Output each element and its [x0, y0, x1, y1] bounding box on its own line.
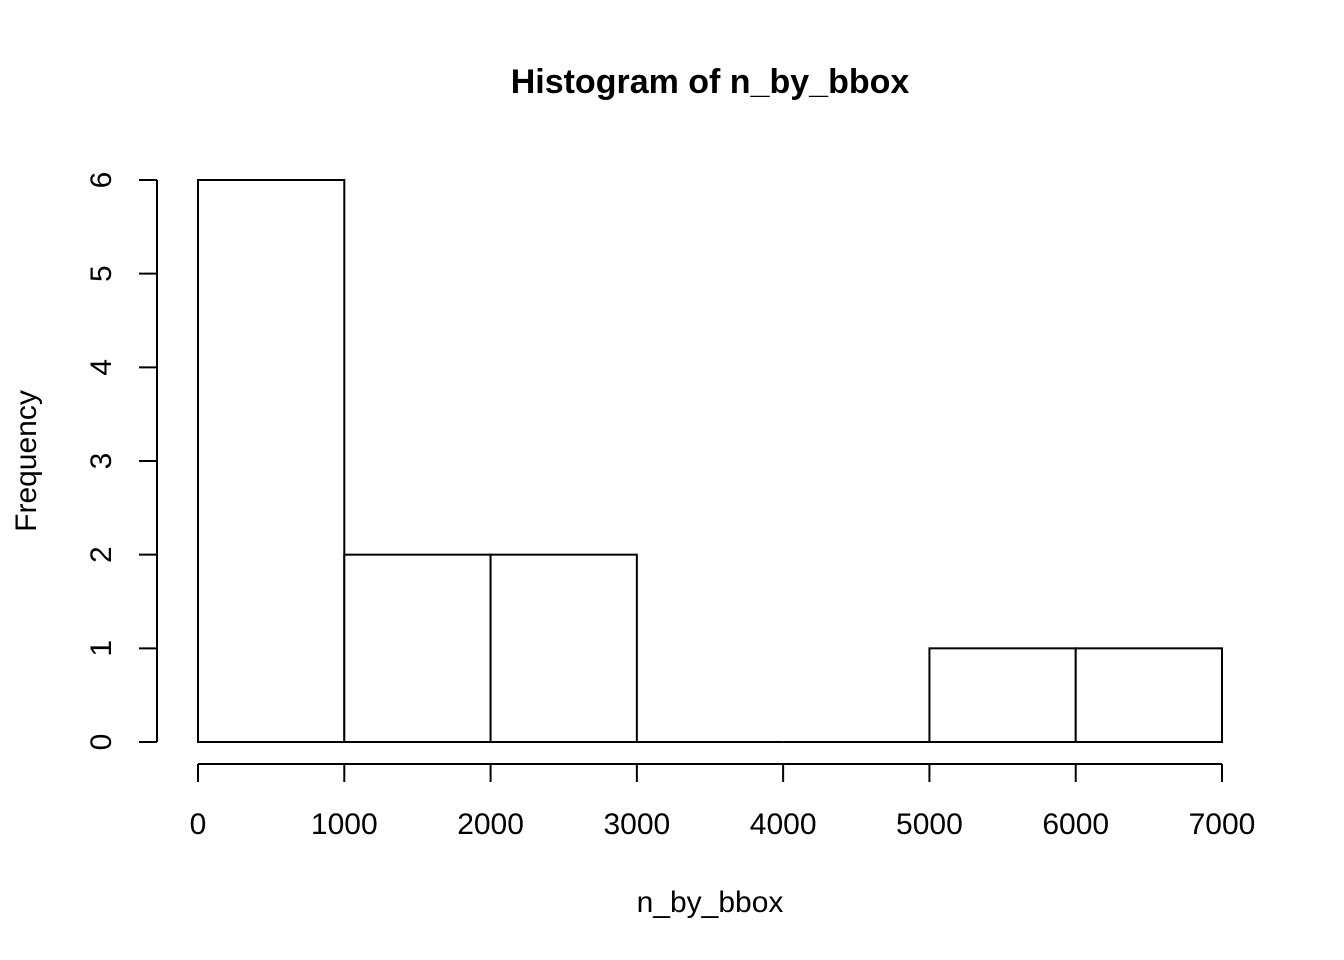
- y-tick-label-2: 2: [85, 546, 118, 563]
- y-tick-label-4: 4: [85, 359, 118, 376]
- histogram-bar-6: [928, 647, 1077, 743]
- y-tick-label-0: 0: [85, 734, 118, 751]
- y-axis: 0 1 2 3 4 5 6: [85, 172, 158, 751]
- x-tick-label-4000: 4000: [750, 808, 817, 841]
- histogram-bar-3: [489, 553, 638, 744]
- y-tick-label-1: 1: [85, 640, 118, 657]
- x-axis: 0 1000 2000 3000 4000 5000 6000 7000: [190, 763, 1256, 841]
- chart-title: Histogram of n_by_bbox: [511, 63, 910, 101]
- x-axis-label: n_by_bbox: [637, 886, 784, 919]
- x-tick-label-7000: 7000: [1189, 808, 1256, 841]
- x-tick-label-0: 0: [190, 808, 207, 841]
- y-axis-label: Frequency: [10, 390, 43, 532]
- y-tick-label-6: 6: [85, 172, 118, 189]
- histogram-bar-2: [343, 553, 492, 744]
- y-tick-label-5: 5: [85, 265, 118, 282]
- x-tick-label-2000: 2000: [457, 808, 524, 841]
- y-tick-label-3: 3: [85, 453, 118, 470]
- histogram-bar-7: [1074, 647, 1223, 743]
- x-tick-label-5000: 5000: [896, 808, 963, 841]
- x-tick-label-1000: 1000: [311, 808, 378, 841]
- x-tick-label-6000: 6000: [1042, 808, 1109, 841]
- histogram-bar-1: [197, 179, 346, 743]
- bars-group: [197, 179, 1223, 744]
- x-tick-label-3000: 3000: [603, 808, 670, 841]
